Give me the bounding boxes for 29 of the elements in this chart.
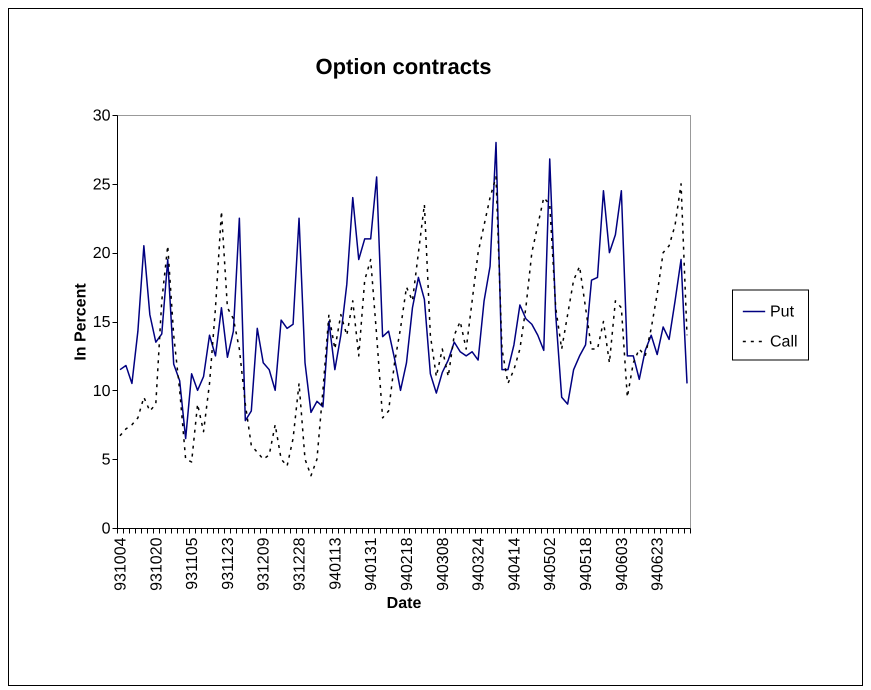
y-tick-label: 15 (92, 314, 111, 331)
x-tick-label: 940218 (398, 537, 416, 591)
x-axis-title: Date (386, 594, 422, 612)
chart-title: Option contracts (315, 54, 492, 79)
line-series (119, 142, 688, 440)
x-tick-label: 940113 (327, 537, 344, 590)
x-tick-label: 940502 (542, 537, 560, 591)
y-tick-label: 5 (102, 452, 111, 469)
y-axis-title: In Percent (72, 282, 90, 361)
y-tick-label: 30 (92, 108, 111, 124)
x-tick-label: 940414 (506, 537, 524, 591)
x-tick-label: 931020 (148, 537, 166, 591)
y-tick-label: 20 (92, 245, 111, 262)
x-tick-label: 940603 (614, 537, 631, 591)
x-tick-label: 931228 (292, 537, 309, 591)
y-tick-label: 25 (92, 176, 111, 194)
x-tick-label: 940324 (470, 537, 488, 591)
legend-label: Call (770, 334, 798, 350)
legend-label: Put (770, 304, 795, 320)
x-tick-label: 940131 (363, 537, 380, 591)
x-tick-label: 931105 (184, 537, 202, 590)
y-tick-label: 10 (92, 382, 111, 400)
x-tick-label: 931123 (220, 537, 237, 590)
x-tick-label: 940308 (434, 537, 452, 591)
x-tick-label: 931004 (112, 537, 130, 591)
x-tick-label: 940623 (650, 537, 667, 591)
x-tick-label: 940518 (578, 537, 596, 591)
x-tick-label: 931209 (256, 537, 273, 591)
y-tick-label: 0 (102, 520, 111, 538)
